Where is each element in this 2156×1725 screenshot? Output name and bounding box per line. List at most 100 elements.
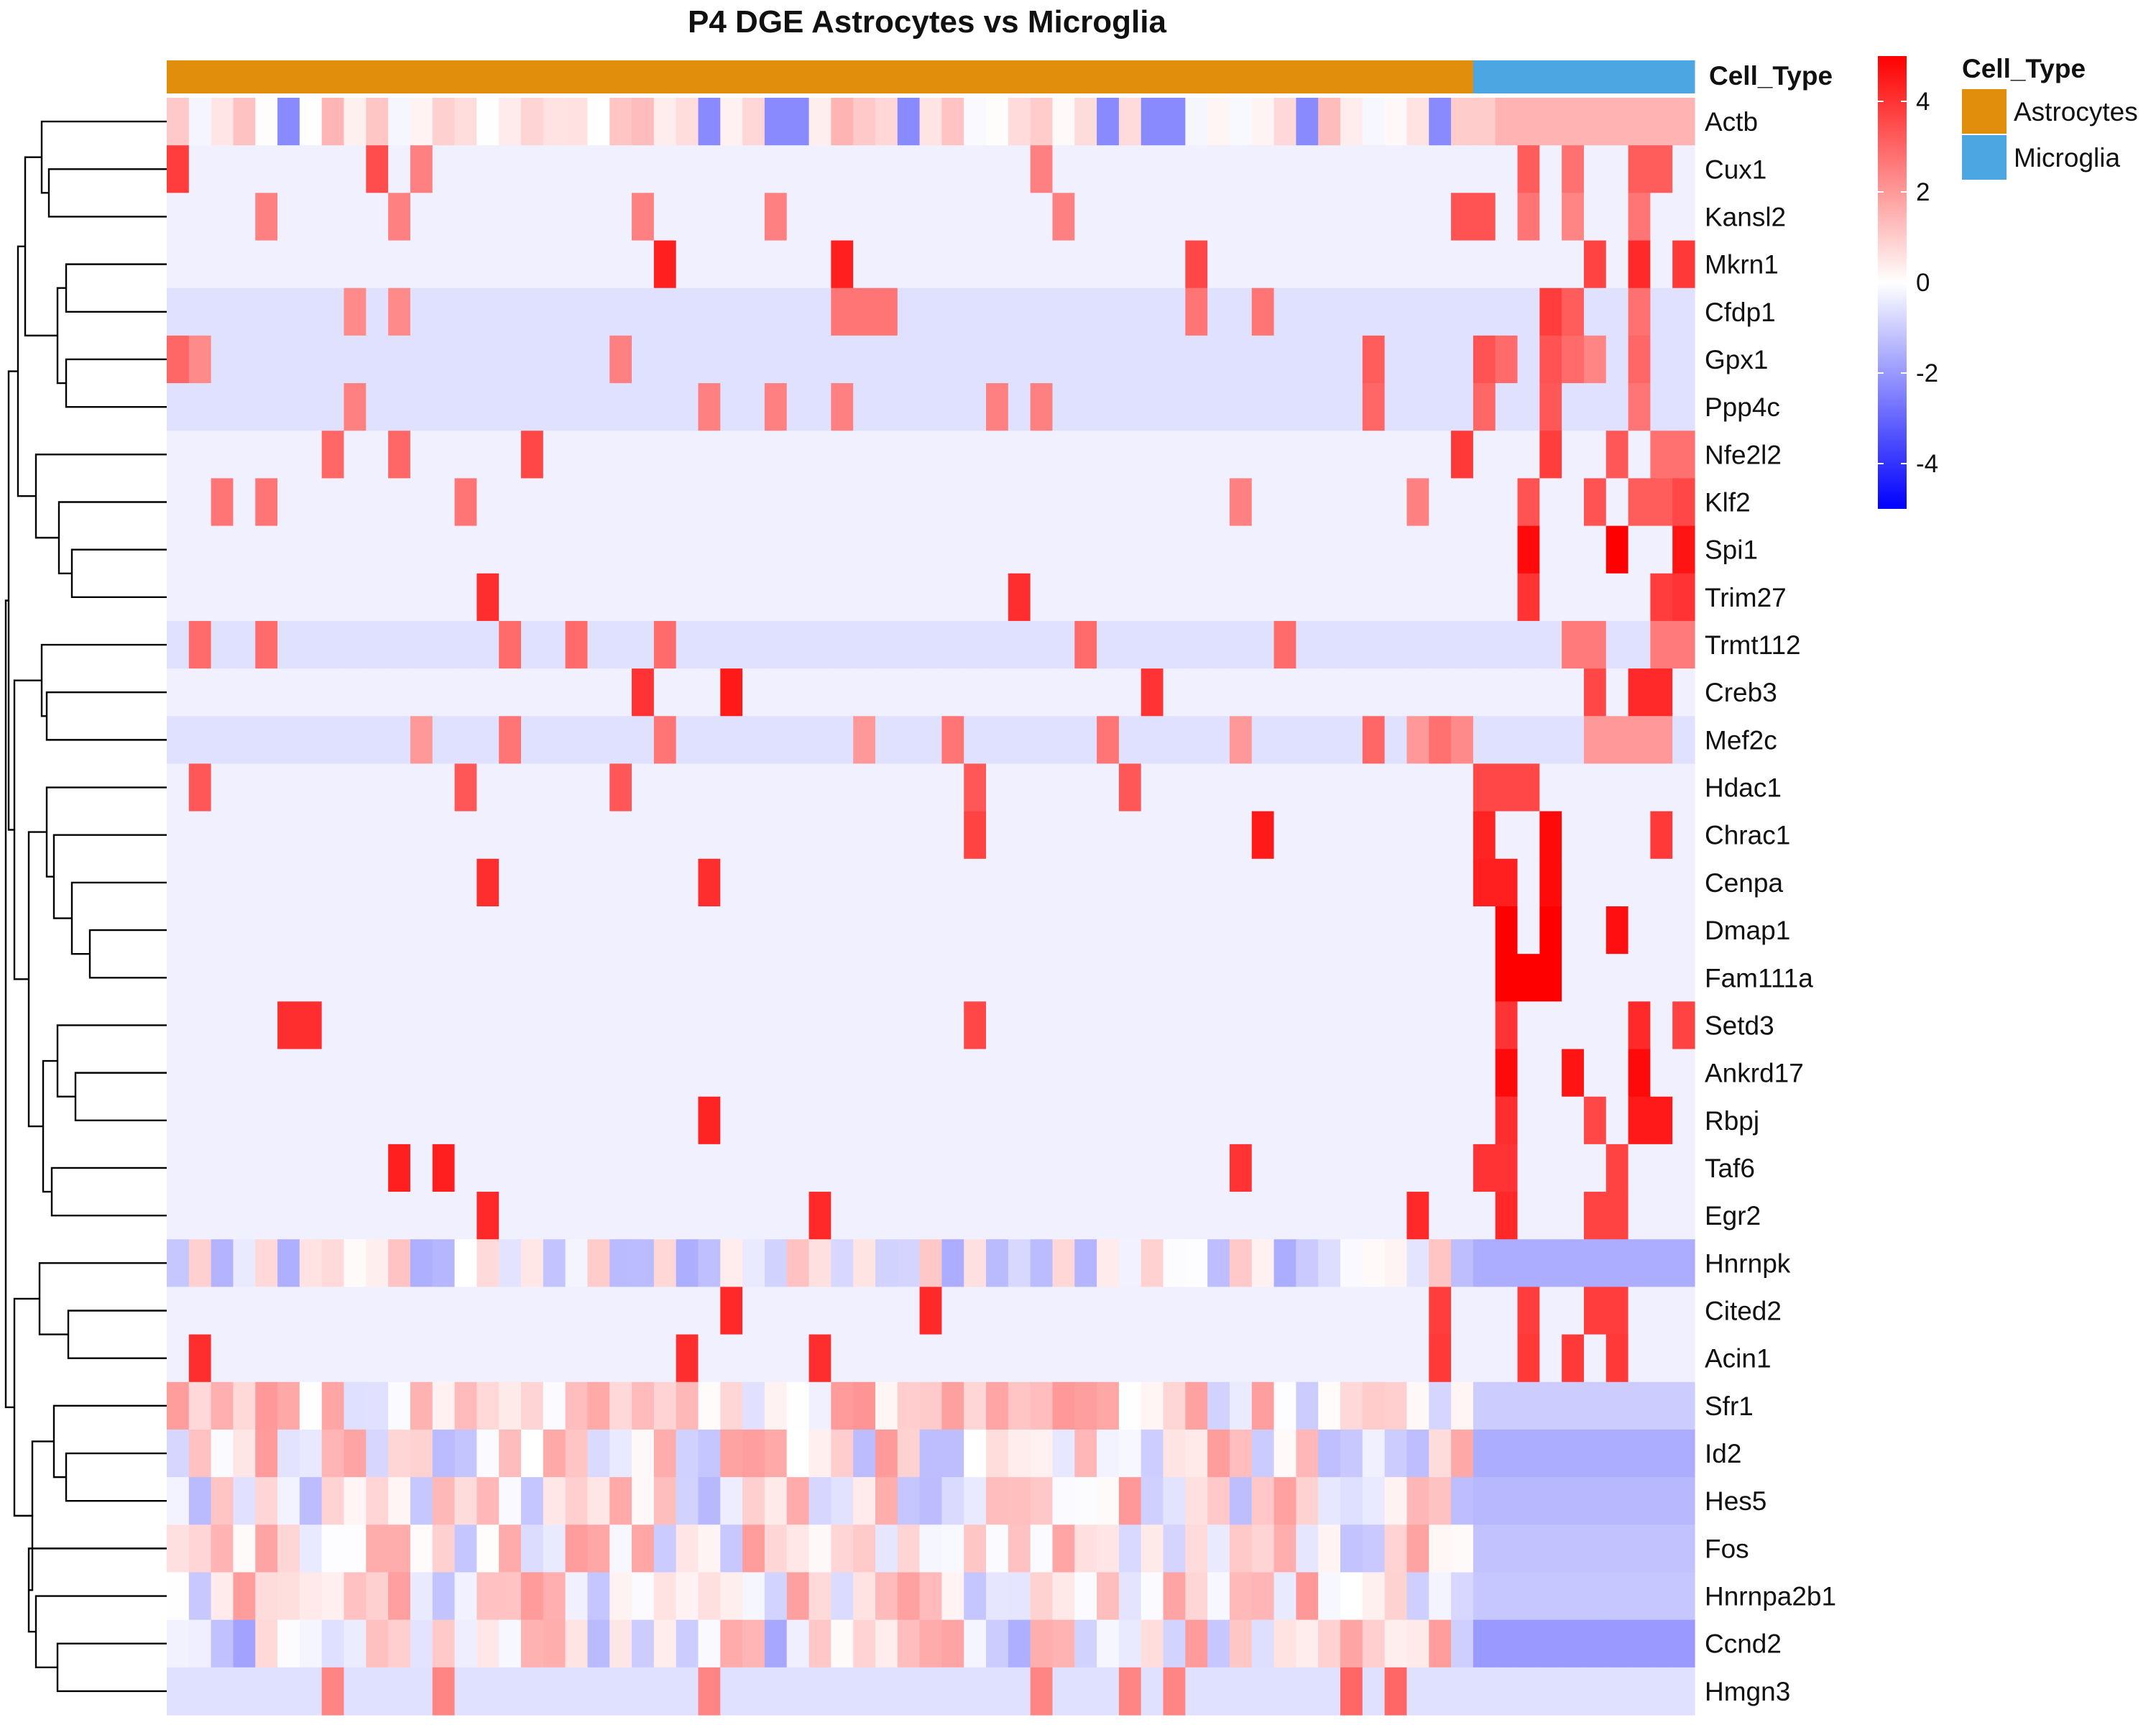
heatmap-cell <box>1008 668 1031 717</box>
heatmap-cell <box>764 1334 788 1383</box>
heatmap-cell <box>808 1334 831 1383</box>
heatmap-cell <box>1384 240 1408 289</box>
heatmap-cell <box>1583 335 1607 384</box>
heatmap-cell <box>1539 1477 1562 1525</box>
heatmap-cell <box>1030 1096 1054 1145</box>
heatmap-cell <box>1097 335 1120 384</box>
heatmap-cell <box>1583 1619 1607 1668</box>
heatmap-cell <box>853 98 876 146</box>
heatmap-cell <box>520 1572 544 1621</box>
heatmap-cell <box>1362 525 1386 574</box>
heatmap-cell <box>410 240 433 289</box>
heatmap-cell <box>388 1381 411 1430</box>
heatmap-cell <box>277 1001 300 1050</box>
heatmap-cell <box>1606 193 1629 242</box>
heatmap-cell <box>520 811 544 860</box>
heatmap-cell <box>676 1381 699 1430</box>
heatmap-cell <box>432 858 456 907</box>
heatmap-cell <box>543 1287 566 1335</box>
heatmap-cell <box>1429 193 1452 242</box>
heatmap-cell <box>1451 668 1474 717</box>
heatmap-cell <box>1318 1096 1341 1145</box>
heatmap-cell <box>1606 620 1629 669</box>
heatmap-cell <box>587 763 610 812</box>
dendrogram-branch <box>65 358 167 408</box>
heatmap-cell <box>499 1524 522 1573</box>
heatmap-cell <box>1451 1572 1474 1621</box>
heatmap-cell <box>1273 1477 1296 1525</box>
heatmap-cell <box>1141 288 1164 336</box>
heatmap-cell <box>1052 478 1075 527</box>
heatmap-cell <box>764 1001 788 1050</box>
heatmap-cell <box>388 1667 411 1716</box>
heatmap-cell <box>1384 145 1408 193</box>
heatmap-cell <box>587 1524 610 1573</box>
heatmap-cell <box>1074 1096 1097 1145</box>
heatmap-cell <box>1384 906 1408 954</box>
heatmap-cell <box>1628 1049 1651 1098</box>
heatmap-cell <box>964 811 987 860</box>
heatmap-cell <box>520 431 544 479</box>
heatmap-cell <box>853 478 876 527</box>
heatmap-cell <box>1583 240 1607 289</box>
heatmap-cell <box>388 1239 411 1288</box>
heatmap-cell <box>1251 811 1275 860</box>
heatmap-cell <box>1273 98 1296 146</box>
heatmap-cell <box>1672 1619 1695 1668</box>
heatmap-cell <box>1451 1381 1474 1430</box>
heatmap-cell <box>808 620 831 669</box>
heatmap-cell <box>1583 1334 1607 1383</box>
heatmap-cell <box>1296 335 1319 384</box>
heatmap-cell <box>1097 478 1120 527</box>
heatmap-cell <box>764 763 788 812</box>
chart-title: P4 DGE Astrocytes vs Microglia <box>688 4 1166 40</box>
heatmap-cell <box>410 431 433 479</box>
heatmap-cell <box>1583 1049 1607 1098</box>
heatmap-cell <box>941 1192 964 1240</box>
heatmap-cell <box>1008 1667 1031 1716</box>
heatmap-cell <box>1495 1524 1519 1573</box>
heatmap-cell <box>1296 1287 1319 1335</box>
heatmap-cell <box>366 1524 389 1573</box>
heatmap-cell <box>1340 431 1363 479</box>
heatmap-cell <box>1583 1287 1607 1335</box>
heatmap-cell <box>1606 525 1629 574</box>
heatmap-cell <box>653 811 677 860</box>
gene-label: Hnrnpk <box>1705 1248 1791 1278</box>
heatmap-cell <box>986 1572 1009 1621</box>
heatmap-cell <box>1008 1287 1031 1335</box>
heatmap-cell <box>1451 716 1474 765</box>
heatmap-cell <box>1583 620 1607 669</box>
heatmap-cell <box>941 1239 964 1288</box>
heatmap-cell <box>1185 1287 1208 1335</box>
heatmap-cell <box>919 1619 942 1668</box>
heatmap-cell <box>941 288 964 336</box>
heatmap-cell <box>653 1334 677 1383</box>
heatmap-cell <box>698 858 721 907</box>
heatmap-cell <box>1008 288 1031 336</box>
heatmap-cell <box>366 1192 389 1240</box>
heatmap-cell <box>853 1572 876 1621</box>
heatmap-cell <box>720 1667 743 1716</box>
heatmap-cell <box>344 1381 367 1430</box>
heatmap-cell <box>543 1477 566 1525</box>
heatmap-cell <box>1539 1334 1562 1383</box>
heatmap-cell <box>919 763 942 812</box>
heatmap-cell <box>565 1001 589 1050</box>
heatmap-cell <box>1495 906 1519 954</box>
heatmap-cell <box>565 811 589 860</box>
heatmap-cell <box>808 98 831 146</box>
heatmap-cell <box>1362 763 1386 812</box>
heatmap-cell <box>919 811 942 860</box>
heatmap-cell <box>344 668 367 717</box>
dendrogram-branch <box>88 929 167 979</box>
heatmap-cell <box>1362 1287 1386 1335</box>
heatmap-cell <box>321 1239 345 1288</box>
heatmap-cell <box>808 906 831 954</box>
heatmap-cell <box>1473 763 1496 812</box>
heatmap-cell <box>1163 1096 1186 1145</box>
heatmap-cell <box>609 811 632 860</box>
heatmap-cell <box>1207 906 1230 954</box>
heatmap-cell <box>255 573 278 622</box>
heatmap-cell <box>1517 383 1540 431</box>
